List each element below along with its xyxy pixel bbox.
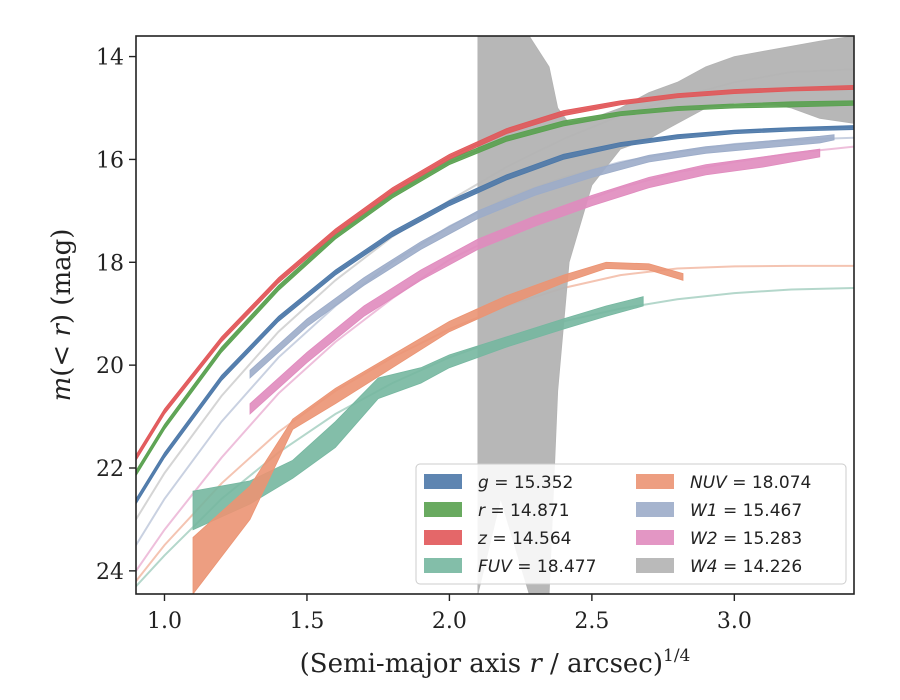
x-tick-label: 1.0 [147, 609, 182, 634]
legend-swatch-w1 [636, 502, 674, 517]
x-axis-label: (Semi-major axis r / arcsec)1/4 [300, 646, 691, 679]
legend-swatch-fuv [424, 558, 462, 573]
legend-label-r: r = 14.871 [478, 501, 570, 521]
y-axis-ticks: 14 16 18 20 22 24 [96, 46, 136, 585]
data-band-g [136, 125, 854, 505]
y-axis-label-close: ) [47, 314, 77, 324]
legend-label-w4: W4 = 14.226 [690, 557, 802, 577]
x-tick-label: 3.0 [717, 609, 752, 634]
x-axis-label-mid: / arcsec) [542, 649, 663, 679]
x-tick-label: 2.0 [432, 609, 467, 634]
x-axis-label-var: r [529, 649, 543, 679]
y-tick-label: 18 [96, 251, 124, 276]
legend-label-z: z = 14.564 [477, 529, 571, 549]
legend-label-fuv: FUV = 18.477 [478, 557, 596, 577]
legend-label-nuv: NUV = 18.074 [690, 473, 811, 493]
x-axis-label-main: (Semi-major axis [300, 649, 530, 679]
y-axis-label: m(< r) (mag) [47, 229, 77, 402]
legend-swatch-g [424, 474, 462, 489]
legend: g = 15.352 r = 14.871 z = 14.564 FUV = 18.4… [415, 463, 847, 585]
plot-frame [135, 35, 855, 595]
data-bands [136, 36, 854, 594]
y-axis-label-r: r [47, 323, 77, 337]
y-tick-label: 14 [96, 46, 124, 71]
y-tick-label: 22 [96, 457, 124, 482]
legend-entries: g = 15.352 r = 14.871 z = 14.564 FUV = 18.4… [424, 473, 811, 577]
y-tick-label: 24 [96, 560, 124, 585]
data-band-w2 [249, 148, 821, 415]
x-axis-label-sup: 1/4 [663, 646, 690, 666]
legend-swatch-w4 [636, 558, 674, 573]
y-axis-label-unit: (mag) [47, 229, 77, 314]
x-tick-label: 2.5 [574, 609, 609, 634]
y-axis-label-lt: < [47, 337, 77, 367]
y-tick-label: 20 [96, 354, 124, 379]
x-tick-label: 1.5 [289, 609, 324, 634]
legend-label-g: g = 15.352 [478, 473, 573, 493]
legend-swatch-r [424, 502, 462, 517]
data-band-z [136, 84, 854, 462]
legend-swatch-nuv [636, 474, 674, 489]
y-axis-label-open: ( [47, 367, 77, 377]
legend-box [415, 463, 847, 585]
legend-label-w2: W2 = 15.283 [690, 529, 802, 549]
legend-swatch-z [424, 530, 462, 545]
data-band-nuv [192, 261, 684, 594]
legend-label-w1: W1 = 15.467 [690, 501, 802, 521]
x-axis-ticks: 1.0 1.5 2.0 2.5 3.0 [147, 594, 752, 634]
legend-swatch-w2 [636, 530, 674, 545]
y-axis-label-m: m [47, 377, 77, 402]
y-tick-label: 16 [96, 148, 124, 173]
data-band-w1 [249, 134, 835, 379]
